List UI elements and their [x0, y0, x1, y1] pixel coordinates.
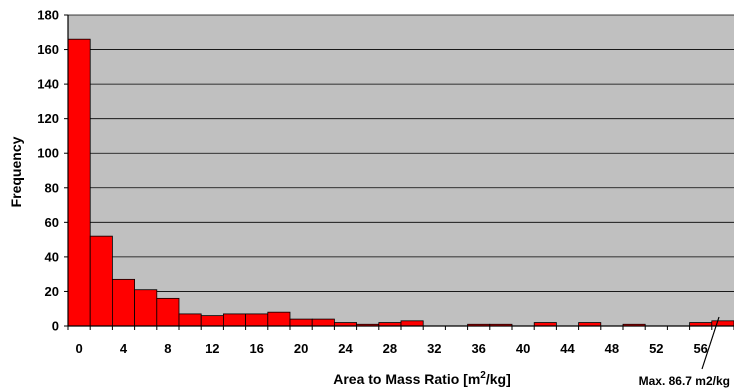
histogram-bar: [400, 320, 424, 327]
y-tick-label: 140: [37, 77, 59, 92]
bars: [67, 38, 734, 327]
x-axis-title-tail: /kg]: [486, 371, 511, 387]
x-tick-labels: 0 4 8 12 16 20 24 28 32 36 40 44 48 52 56: [75, 341, 707, 356]
y-tick-label: 40: [45, 249, 59, 264]
x-tick-label: 44: [560, 341, 575, 356]
x-tick-label: 24: [338, 341, 353, 356]
y-tick-label: 20: [45, 284, 59, 299]
x-axis-title-superscript: 2: [480, 370, 486, 381]
histogram-bar: [267, 311, 291, 327]
x-tick-label: 0: [75, 341, 82, 356]
histogram-bar: [711, 320, 734, 327]
y-tick-label: 0: [52, 319, 59, 334]
histogram-bar: [222, 313, 246, 327]
x-tick-label: 20: [294, 341, 308, 356]
histogram-bar: [311, 318, 335, 327]
histogram-bar: [67, 38, 91, 327]
histogram-bar: [134, 289, 158, 327]
x-axis-title-main: Area to Mass Ratio [m: [333, 371, 480, 387]
y-tick-labels: 0 20 40 60 80 100 120 140 160 180: [37, 8, 59, 334]
x-tick-label: 40: [516, 341, 530, 356]
x-tick-label: 32: [427, 341, 441, 356]
x-tick-label: 16: [249, 341, 263, 356]
gridlines: [68, 14, 734, 292]
x-tick-label: 4: [120, 341, 128, 356]
y-tick-label: 100: [37, 146, 59, 161]
max-annotation: Max. 86.7 m2/kg: [639, 374, 730, 388]
y-axis-title: Frequency: [8, 136, 24, 207]
y-tick-label: 80: [45, 180, 59, 195]
histogram-bar: [156, 297, 180, 327]
annotation-pointer: [701, 316, 720, 370]
histogram-bar: [289, 318, 313, 327]
y-tick-label: 180: [37, 8, 59, 23]
x-tick-label: 52: [649, 341, 663, 356]
histogram-bar: [178, 313, 202, 327]
x-tick-label: 12: [205, 341, 219, 356]
x-tick-label: 56: [693, 341, 707, 356]
histogram-bar: [200, 315, 224, 327]
histogram-bar: [89, 235, 113, 327]
x-tick-label: 8: [164, 341, 171, 356]
axes: [64, 14, 734, 330]
y-tick-label: 120: [37, 111, 59, 126]
histogram-bar: [112, 278, 136, 327]
x-tick-label: 48: [605, 341, 619, 356]
y-tick-label: 60: [45, 215, 59, 230]
x-tick-label: 36: [471, 341, 485, 356]
x-axis-title: Area to Mass Ratio [m2/kg]: [333, 370, 511, 387]
x-tick-label: 28: [383, 341, 397, 356]
histogram-bar: [245, 313, 269, 327]
y-tick-label: 160: [37, 42, 59, 57]
plot-area: [68, 15, 734, 326]
